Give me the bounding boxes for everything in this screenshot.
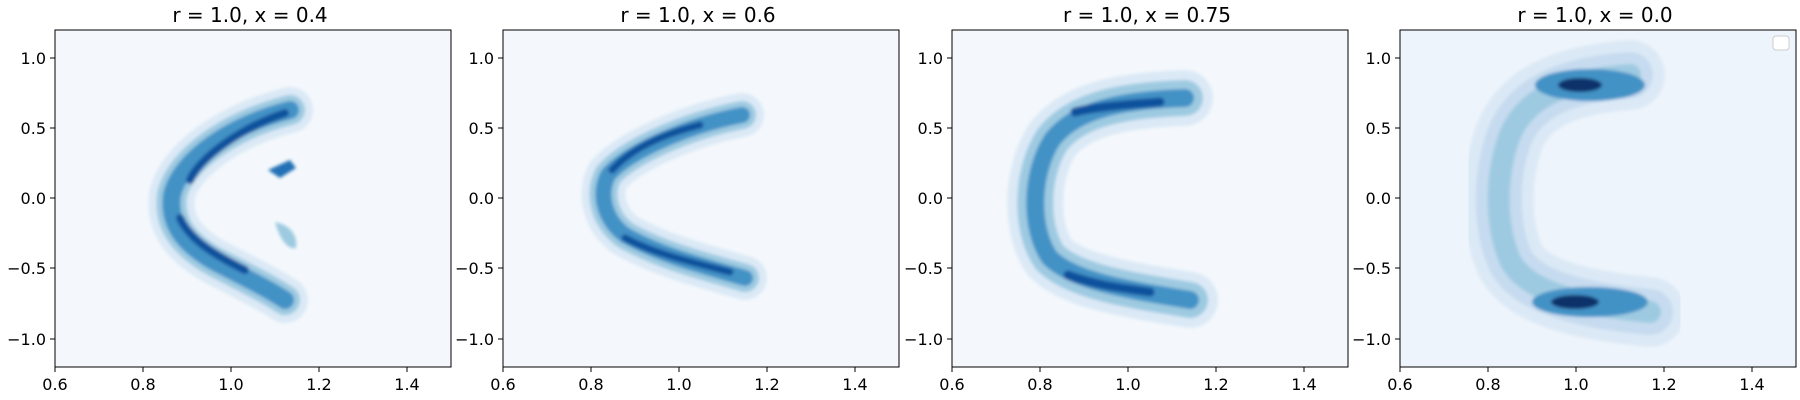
panel-1-xtick-label-3: 1.2 [306,375,331,394]
panel-4-xtick-label-1: 0.8 [1475,375,1500,394]
panel-3-ytick-label-4: 1.0 [918,49,943,68]
panel-2-xtick-label-0: 0.6 [490,375,515,394]
panel-3-ytick-label-3: 0.5 [918,119,943,138]
panel-4-xtick-label-4: 1.4 [1739,375,1764,394]
panel-2-ytick-label-2: 0.0 [469,189,494,208]
panel-1-density-contours [148,87,313,323]
panel-3-band-core [1063,97,1165,297]
panel-3-xtick-label-2: 1.0 [1115,375,1140,394]
panel-2-y-axis: −1.0 −0.5 0.0 0.5 1.0 [455,49,503,349]
panel-2-ytick-label-4: 1.0 [469,49,494,68]
panel-1-plot: 0.6 0.8 1.0 1.2 1.4 −1.0 −0.5 0.0 0.5 1.… [7,29,452,394]
panel-4-legend [1772,35,1790,51]
panel-3-x-axis: 0.6 0.8 1.0 1.2 1.4 [939,367,1317,394]
panel-1-xtick-label-2: 1.0 [218,375,243,394]
panel-2-ytick-label-0: −1.0 [455,330,494,349]
panel-2-ytick-label-3: 0.5 [469,119,494,138]
panel-1-xtick-label-4: 1.4 [394,375,419,394]
panel-2-background-density [503,30,899,367]
panel-3-xtick-label-0: 0.6 [939,375,964,394]
panel-4-title: r = 1.0, x = 0.0 [1517,3,1672,27]
panel-3-y-axis: −1.0 −0.5 0.0 0.5 1.0 [904,49,952,349]
panel-1-xtick-label-0: 0.6 [42,375,67,394]
panel-2-xtick-label-1: 0.8 [578,375,603,394]
panel-1: r = 1.0, x = 0.4 0.6 0.8 1.0 [7,3,452,394]
panel-4-density-contours [1463,40,1685,347]
panel-1-ytick-label-0: −1.0 [7,330,46,349]
panel-2-band-core [608,121,734,276]
panel-4-ytick-label-4: 1.0 [1366,49,1391,68]
panel-1-ytick-label-2: 0.0 [21,189,46,208]
panel-3-density-contours [1007,70,1218,328]
panel-4-ytick-label-3: 0.5 [1366,119,1391,138]
panel-1-ytick-label-3: 0.5 [21,119,46,138]
panel-1-xtick-label-1: 0.8 [130,375,155,394]
panel-4-y-axis: −1.0 −0.5 0.0 0.5 1.0 [1352,49,1400,349]
panel-3-title: r = 1.0, x = 0.75 [1063,3,1231,27]
panel-2-ytick-label-1: −0.5 [455,259,494,278]
panel-3-ytick-label-2: 0.0 [918,189,943,208]
panel-1-ytick-label-1: −0.5 [7,259,46,278]
panel-4-peak-upper-core [1558,78,1602,92]
panel-4-xtick-label-0: 0.6 [1387,375,1412,394]
panel-2-plot: 0.6 0.8 1.0 1.2 1.4 −1.0 −0.5 0.0 0.5 1.… [455,29,900,394]
panel-3-ytick-label-0: −1.0 [904,330,943,349]
panel-1-fragment-lower [275,222,297,249]
panel-1-fragment-upper [268,160,296,178]
panel-1-background-density [55,30,451,367]
panel-1-title: r = 1.0, x = 0.4 [172,3,327,27]
panel-1-band-core [176,109,289,274]
panel-4-xtick-label-3: 1.2 [1651,375,1676,394]
panel-4-plot: 0.6 0.8 1.0 1.2 1.4 −1.0 −0.5 0.0 0.5 1.… [1352,29,1797,394]
panel-2-x-axis: 0.6 0.8 1.0 1.2 1.4 [490,367,868,394]
panel-4-ytick-label-2: 0.0 [1366,189,1391,208]
panel-4: r = 1.0, x = 0.0 0.6 0.8 [1352,3,1797,394]
panel-3-xtick-label-3: 1.2 [1203,375,1228,394]
panel-3-xtick-label-1: 0.8 [1027,375,1052,394]
panel-3-ytick-label-1: −0.5 [904,259,943,278]
panel-2-title: r = 1.0, x = 0.6 [620,3,775,27]
panel-1-band-inner [162,101,299,309]
panel-4-ytick-label-0: −1.0 [1352,330,1391,349]
panel-2-xtick-label-4: 1.4 [842,375,867,394]
panel-3-xtick-label-4: 1.4 [1291,375,1316,394]
panel-1-ytick-label-4: 1.0 [21,49,46,68]
panel-3-plot: 0.6 0.8 1.0 1.2 1.4 −1.0 −0.5 0.0 0.5 1.… [904,29,1349,394]
panel-4-x-axis: 0.6 0.8 1.0 1.2 1.4 [1387,367,1765,394]
panel-4-xtick-label-2: 1.0 [1563,375,1588,394]
panel-2-density-contours [581,93,767,300]
panel-1-y-axis: −1.0 −0.5 0.0 0.5 1.0 [7,49,55,349]
panel-4-ytick-label-1: −0.5 [1352,259,1391,278]
panel-1-x-axis: 0.6 0.8 1.0 1.2 1.4 [42,367,420,394]
panel-4-peak-lower-core [1551,295,1599,309]
panel-3: r = 1.0, x = 0.75 0.6 0.8 1.0 1.2 1.4 [904,3,1349,394]
panel-2-xtick-label-2: 1.0 [666,375,691,394]
panel-2: r = 1.0, x = 0.6 0.6 0.8 1.0 1.2 1.4 [455,3,900,394]
panel-2-xtick-label-3: 1.2 [754,375,779,394]
